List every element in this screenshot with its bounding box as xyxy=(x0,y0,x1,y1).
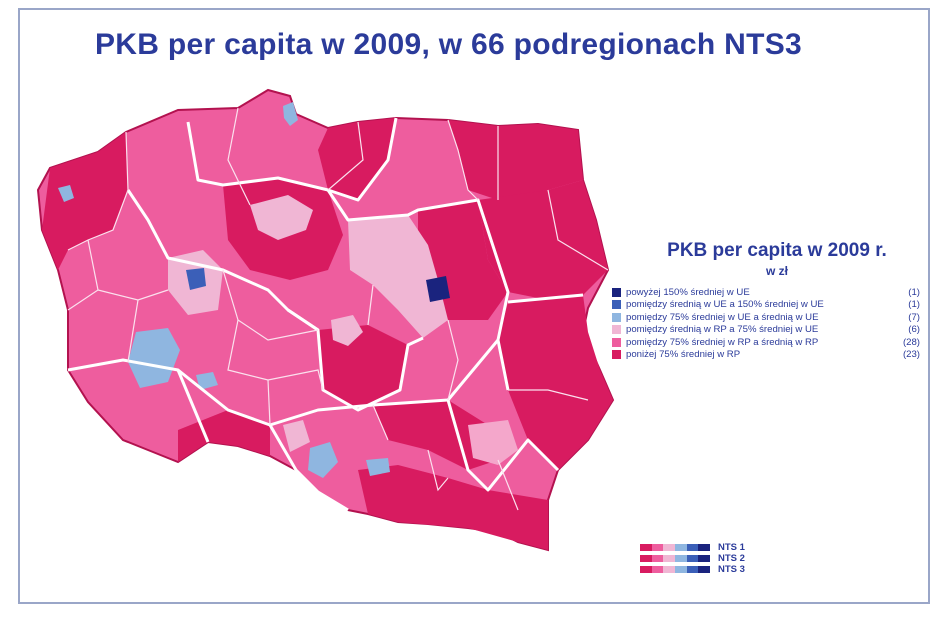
region-dark-east xyxy=(478,180,608,300)
nts-borders xyxy=(67,117,584,512)
region-dark-lublin xyxy=(498,295,613,470)
legend-count: (1) xyxy=(908,299,920,311)
region-krakow-area xyxy=(283,420,310,452)
legend-item: poniżej 75% średniej w RP (23) xyxy=(612,349,920,362)
region-dark-south xyxy=(373,400,498,470)
legend-count: (6) xyxy=(908,324,920,336)
nts-label: NTS 2 xyxy=(718,553,745,564)
region-trojmiasto xyxy=(283,102,298,126)
border-southeast xyxy=(446,399,560,492)
nts-bar-swatch xyxy=(640,566,711,573)
region-dark-north xyxy=(318,118,396,200)
region-warszawa xyxy=(426,276,450,302)
legend-item: pomiędzy średnią w UE a 150% średniej w … xyxy=(612,299,920,312)
border-silesia xyxy=(268,424,349,512)
border-lublin xyxy=(507,293,584,304)
region-dark-center xyxy=(318,325,408,410)
nts-level-key: NTS 1 NTS 2 NTS 3 xyxy=(640,542,745,575)
legend-subtitle: w zł xyxy=(765,264,788,278)
nts-row: NTS 3 xyxy=(640,564,745,575)
border-center xyxy=(326,189,510,391)
legend-label: pomiędzy średnią w UE a 150% średniej w … xyxy=(626,299,824,311)
nts-label: NTS 3 xyxy=(718,564,745,575)
legend-label: powyżej 150% średniej w UE xyxy=(626,286,750,298)
map-legend: powyżej 150% średniej w UE (1) pomiędzy … xyxy=(612,286,920,361)
legend-item: pomiędzy 75% średniej w UE a średnią w U… xyxy=(612,311,920,324)
legend-item: powyżej 150% średniej w UE (1) xyxy=(612,286,920,299)
legend-swatch xyxy=(612,325,621,335)
legend-item: pomiędzy średnią w RP a 75% średniej w U… xyxy=(612,324,920,337)
region-wroclaw xyxy=(128,328,180,388)
poland-map xyxy=(36,88,615,552)
legend-title: PKB per capita w 2009 r. xyxy=(667,240,887,261)
region-lodz-area xyxy=(331,315,363,346)
legend-count: (23) xyxy=(902,349,920,361)
legend-swatch xyxy=(612,337,621,347)
region-katowice xyxy=(308,442,338,478)
legend-item: pomiędzy 75% średniej w RP a średnią w R… xyxy=(612,336,920,349)
region-poznan xyxy=(186,268,206,290)
map-title: PKB per capita w 2009, w 66 podregionach… xyxy=(95,28,803,61)
nts-row: NTS 1 xyxy=(640,542,745,553)
region-rzeszow-area xyxy=(468,420,518,465)
nts-label: NTS 1 xyxy=(718,542,745,553)
region-dark-ne xyxy=(448,120,583,200)
region-trojmiasto-area xyxy=(250,195,313,240)
legend-swatch xyxy=(612,350,621,360)
nts-row: NTS 2 xyxy=(640,553,745,564)
region-dark-tatry xyxy=(358,465,548,550)
region-legnica xyxy=(196,372,218,390)
region-krakow xyxy=(366,458,390,476)
legend-label: pomiędzy średnią w RP a 75% średniej w U… xyxy=(626,324,819,336)
legend-count: (28) xyxy=(902,336,920,348)
nts-bar-swatch xyxy=(640,555,711,562)
legend-label: pomiędzy 75% średniej w RP a średnią w R… xyxy=(626,336,819,348)
nts3-borders xyxy=(67,107,609,511)
border-southwest xyxy=(176,369,210,443)
region-szczecin xyxy=(58,185,74,202)
legend-count: (7) xyxy=(908,311,920,323)
region-warszawski-wsch xyxy=(348,215,448,338)
border-north-macroregion xyxy=(186,117,398,202)
legend-label: poniżej 75% średniej w RP xyxy=(626,349,741,361)
legend-count: (1) xyxy=(908,286,920,298)
legend-swatch xyxy=(612,312,621,322)
legend-label: pomiędzy 75% średniej w UE a średnią w U… xyxy=(626,311,819,323)
legend-swatch xyxy=(612,300,621,310)
legend-swatch xyxy=(612,287,621,297)
region-dark-nw xyxy=(42,132,128,270)
nts-bar-swatch xyxy=(640,544,711,551)
